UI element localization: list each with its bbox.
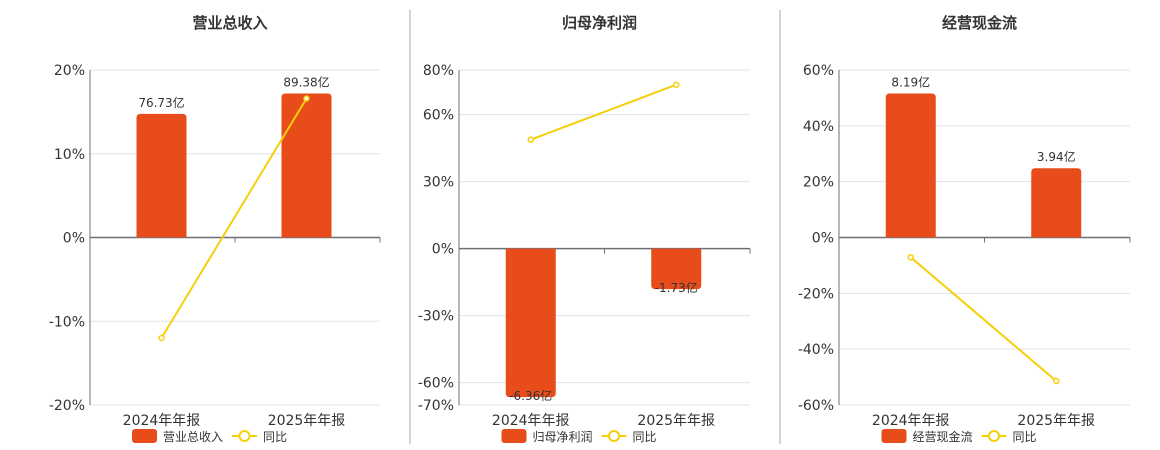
y-tick-label: 40% [803,119,834,135]
y-tick-label: 0% [63,231,85,247]
chart-panel-1: 营业总收入 20% 10% 0% -10% -20% 76.73亿 89.38亿 2024年年报… [49,14,381,444]
bar-data-label: -1.73亿 [655,280,698,295]
yoy-point [1053,377,1060,385]
legend-line-label: 同比 [1013,430,1037,444]
x-category-label: 2024年年报 [492,413,570,429]
y-tick-label: 0% [812,231,834,247]
y-tick-label: 80% [423,63,454,79]
bar [651,248,702,290]
bar-data-label: -6.36亿 [509,388,552,403]
bar-data-label: 8.19亿 [891,74,930,89]
y-tick-label: -60% [418,376,454,392]
yoy-point [158,334,165,342]
y-tick-label: -70% [418,398,454,414]
bar [281,93,332,238]
yoy-point [673,81,680,88]
bar-data-label: 3.94亿 [1037,149,1076,164]
y-tick-label: -60% [798,398,834,414]
y-tick-label: 60% [803,63,834,79]
x-category-label: 2025年年报 [1017,413,1095,429]
y-tick-label: 10% [54,147,85,163]
yoy-point [907,254,914,261]
chart-panel-2: 归母净利润 80% 60% 30% 0% -30% -60% -70% -6.36亿 -1.73亿… [418,14,751,444]
y-tick-label: -20% [49,398,85,414]
legend-line-label: 同比 [633,430,657,444]
bar [505,248,556,398]
bar-data-label: 76.73亿 [138,95,184,110]
yoy-point [527,136,534,143]
bar [136,113,187,238]
bar-data-label: 89.38亿 [283,74,329,89]
y-tick-label: -10% [49,314,85,330]
y-tick-label: -40% [798,342,834,358]
legend-bar-swatch [501,429,527,443]
legend-bar-label: 营业总收入 [163,430,223,444]
y-tick-label: 20% [803,175,834,191]
y-tick-label: 0% [432,242,454,258]
bar [1031,168,1082,238]
chart-title: 归母净利润 [562,14,637,32]
y-tick-label: -20% [798,286,834,302]
x-category-label: 2024年年报 [872,413,950,429]
bar [885,93,936,238]
legend-line-marker-icon [988,430,1000,442]
legend-bar-swatch [881,429,907,443]
legend-bar-label: 归母净利润 [533,430,593,444]
legend-line-marker-icon [238,430,251,442]
legend-line-marker-icon [608,430,620,442]
y-tick-label: 60% [423,108,454,124]
legend-line-label: 同比 [263,430,287,444]
yoy-line [160,97,308,339]
legend-bar-swatch [132,429,157,443]
x-category-label: 2025年年报 [637,413,715,429]
yoy-line [910,256,1057,382]
chart-title: 营业总收入 [192,14,267,32]
yoy-point [303,95,310,102]
y-tick-label: -30% [418,309,454,325]
yoy-line [530,83,677,141]
x-category-label: 2024年年报 [123,413,201,429]
y-tick-label: 30% [423,175,454,191]
legend-bar-label: 经营现金流 [913,429,973,444]
x-category-label: 2025年年报 [268,413,346,429]
chart-panel-3: 经营现金流 60% 40% 20% 0% -20% -40% -60% 8.19亿 3.94亿 20… [798,14,1131,444]
chart-title: 经营现金流 [942,14,1017,32]
y-tick-label: 20% [54,63,85,79]
